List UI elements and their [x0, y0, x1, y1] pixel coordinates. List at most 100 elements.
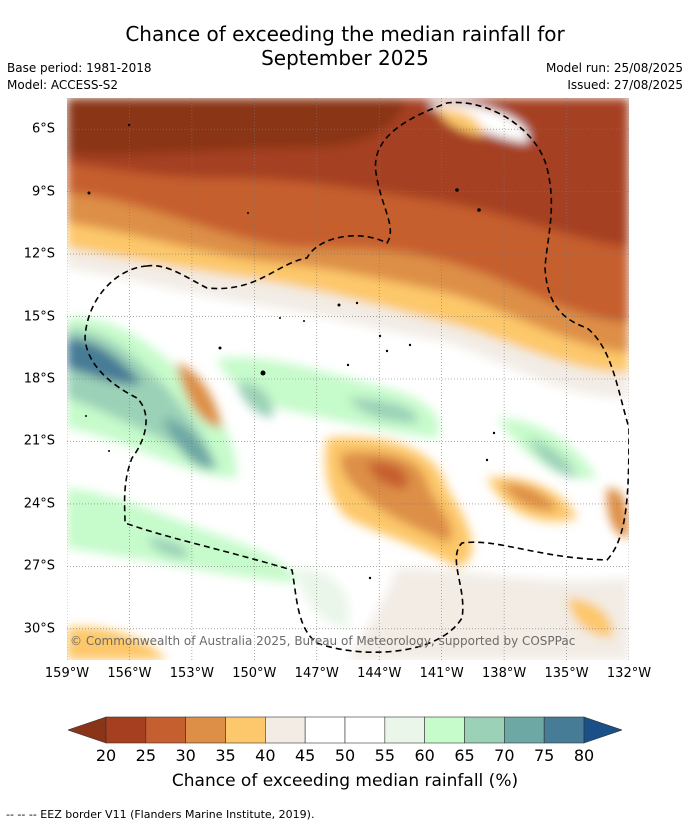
island [455, 188, 459, 192]
colorbar-segment [543, 716, 585, 744]
region-se-yellow [567, 598, 613, 638]
region-south-pale [347, 568, 629, 660]
region-east-brown [502, 483, 557, 511]
island [477, 208, 481, 212]
colorbar-tick-label: 55 [374, 746, 396, 765]
chart-title: Chance of exceeding the median rainfall … [0, 22, 690, 70]
longitude-tick-label: 141°W [419, 666, 464, 681]
island [87, 191, 91, 195]
colorbar-tick-label: 60 [414, 746, 435, 765]
map-canvas [67, 98, 629, 660]
colorbar-tick-label: 70 [494, 746, 515, 765]
rainfall-field [67, 98, 629, 660]
colorbar-tick-label: 20 [95, 746, 117, 765]
latitude-tick-label: 15°S [23, 309, 55, 325]
island [492, 431, 496, 435]
island [303, 320, 305, 322]
eez-legend-footer: -- -- -- EEZ border V11 (Flanders Marine… [6, 808, 315, 821]
region-north-darkest [67, 98, 407, 155]
colorbar-segment [384, 716, 425, 744]
eez-border-west [84, 101, 629, 653]
longitude-tick-label: 159°W [44, 666, 90, 681]
longitude-tick-label: 135°W [544, 666, 589, 681]
title-line-2: September 2025 [261, 46, 429, 70]
island [218, 346, 222, 350]
island [408, 343, 412, 347]
latitude-tick-label: 21°S [23, 433, 55, 449]
island [260, 370, 266, 376]
latitude-tick-label: 6°S [31, 121, 55, 137]
longitude-tick-label: 147°W [294, 666, 339, 681]
region-center-teal [162, 418, 217, 469]
island [355, 301, 359, 305]
model-run-text: Model run: 25/08/2025 [545, 61, 683, 75]
issued-text: Issued: 27/08/2025 [567, 78, 683, 92]
region-east-teal [527, 438, 577, 478]
longitude-tick-label: 153°W [169, 666, 214, 681]
colorbar-tick-label: 30 [175, 746, 196, 765]
region-west-blue [67, 338, 142, 385]
colorbar-segment [145, 716, 186, 744]
region-south-lightgreen [297, 568, 350, 628]
colorbar-svg [67, 716, 623, 744]
latitude-tick-label: 9°S [31, 184, 55, 200]
region-south-teal [147, 538, 188, 558]
island [368, 576, 372, 580]
longitude-tick-label: 144°W [357, 666, 402, 681]
island [108, 450, 110, 452]
island [247, 212, 249, 214]
latitude-tick-label: 12°S [23, 246, 55, 262]
colorbar-tick-label: 50 [334, 746, 356, 765]
island [378, 334, 382, 338]
colorbar-under-arrow [67, 716, 107, 744]
model-text: Model: ACCESS-S2 [7, 78, 119, 92]
region-center-dark [367, 462, 408, 489]
colorbar-segment [304, 716, 346, 744]
islands [85, 123, 496, 580]
island [337, 303, 341, 307]
colorbar-segment [265, 716, 306, 744]
colorbar-segment [424, 716, 465, 744]
colorbar-tick-label: 80 [573, 746, 595, 765]
island [85, 415, 87, 417]
island [127, 123, 131, 127]
longitude-tick-label: 138°W [482, 666, 527, 681]
meta-right: Model run: 25/08/2025 Issued: 27/08/2025 [546, 60, 683, 94]
colorbar [67, 715, 623, 745]
latitude-tick-label: 30°S [23, 621, 55, 637]
island [385, 349, 389, 353]
colorbar-segment [185, 716, 226, 744]
colorbar-segment [105, 716, 147, 744]
island [346, 363, 350, 367]
colorbar-tick-label: 35 [215, 746, 236, 765]
region-yellow-patch [437, 108, 483, 136]
colorbar-segment [464, 716, 505, 744]
meta-left: Base period: 1981-2018 Model: ACCESS-S2 [7, 60, 152, 94]
base-period-text: Base period: 1981-2018 [7, 61, 152, 75]
colorbar-title: Chance of exceeding median rainfall (%) [171, 771, 519, 791]
longitude-tick-label: 150°W [232, 666, 277, 681]
graticule [67, 98, 629, 660]
region-west-orange-patch [177, 363, 222, 428]
colorbar-segment [225, 716, 266, 744]
title-line-1: Chance of exceeding the median rainfall … [125, 22, 565, 46]
region-far-east-orange [606, 488, 629, 538]
latitude-tick-label: 24°S [23, 496, 55, 512]
longitude-tick-label: 132°W [606, 666, 652, 681]
island [485, 458, 489, 462]
island [279, 317, 281, 319]
colorbar-segment [344, 716, 386, 744]
copyright-text: © Commonwealth of Australia 2025, Bureau… [70, 634, 576, 648]
colorbar-tick-label: 65 [454, 746, 475, 765]
region-mid-teal [237, 382, 273, 418]
longitude-tick-label: 156°W [107, 666, 152, 681]
colorbar-over-arrow [583, 716, 623, 744]
rainfall-map [67, 98, 629, 660]
latitude-tick-label: 18°S [23, 371, 55, 387]
colorbar-tick-label: 45 [294, 746, 316, 765]
region-mid-teal-2 [347, 398, 418, 423]
colorbar-tick-label: 40 [255, 746, 276, 765]
latitude-tick-label: 27°S [23, 558, 55, 574]
region-center-brown [340, 451, 452, 543]
region-south-yellow [67, 627, 167, 660]
